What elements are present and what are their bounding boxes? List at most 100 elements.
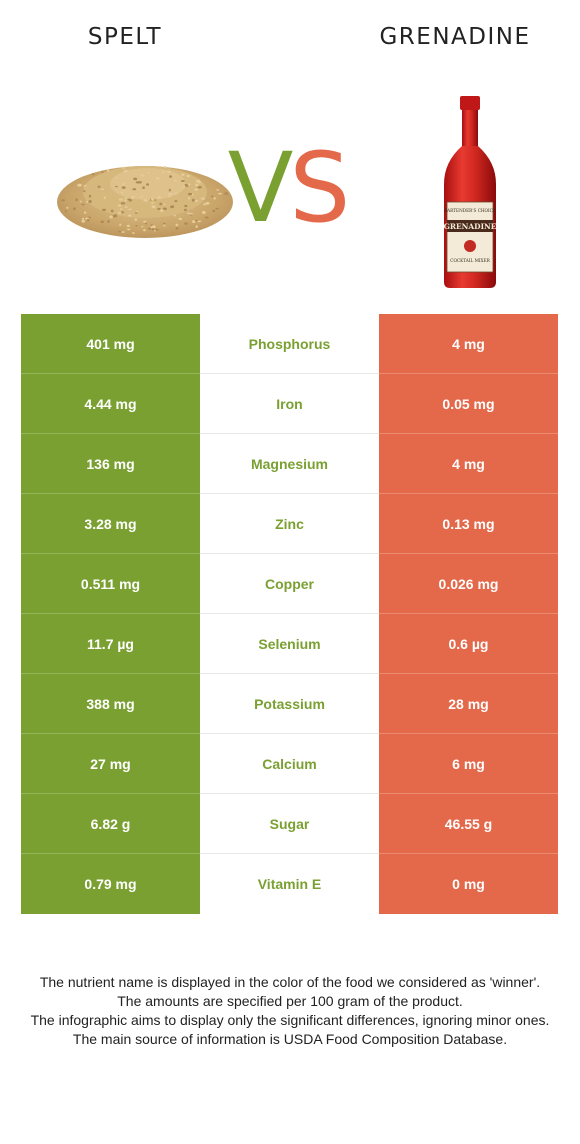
- grain-speck: [215, 207, 219, 210]
- table-row: 6.82 g Sugar 46.55 g: [21, 794, 558, 854]
- grain-speck: [118, 211, 121, 215]
- grain-speck: [75, 198, 78, 202]
- grain-speck: [224, 192, 229, 195]
- grain-speck: [203, 203, 207, 206]
- grain-speck: [195, 184, 199, 187]
- grain-speck: [123, 169, 128, 173]
- grain-speck: [112, 214, 118, 218]
- grain-speck: [143, 228, 146, 232]
- grain-speck: [218, 192, 223, 195]
- grain-speck: [135, 225, 138, 227]
- spelt-value-cell: 3.28 mg: [21, 494, 200, 554]
- grain-speck: [151, 205, 156, 209]
- grain-speck: [77, 183, 82, 187]
- grain-speck: [97, 185, 101, 188]
- vs-s-letter: S: [289, 132, 350, 244]
- grain-speck: [142, 186, 145, 189]
- grain-speck: [126, 228, 131, 231]
- grenadine-value-cell: 4 mg: [379, 434, 558, 494]
- grain-speck: [115, 185, 118, 188]
- grenadine-value-cell: 28 mg: [379, 674, 558, 734]
- grain-speck: [187, 196, 191, 200]
- table-row: 0.511 mg Copper 0.026 mg: [21, 554, 558, 614]
- grain-speck: [159, 209, 164, 212]
- grain-speck: [134, 218, 138, 221]
- nutrient-name-cell: Iron: [200, 374, 379, 434]
- grain-speck: [192, 220, 196, 224]
- grain-speck: [109, 215, 113, 219]
- footer-note-winner: The nutrient name is displayed in the co…: [39, 974, 541, 990]
- grain-speck: [135, 181, 141, 184]
- grain-speck: [174, 179, 177, 182]
- bottle-label-sub: COCKTAIL MIXER: [450, 258, 490, 263]
- grain-speck: [213, 197, 216, 200]
- grain-speck: [147, 227, 152, 230]
- grain-speck: [155, 228, 159, 231]
- grain-speck: [124, 206, 128, 208]
- grain-speck: [147, 171, 151, 174]
- grain-speck: [170, 205, 173, 209]
- grain-speck: [173, 214, 176, 217]
- grain-speck: [131, 195, 136, 198]
- grain-speck: [81, 203, 85, 206]
- grain-speck: [151, 227, 155, 231]
- grain-speck: [83, 184, 87, 187]
- grain-speck: [205, 201, 210, 205]
- grain-speck: [197, 186, 202, 189]
- grain-speck: [150, 202, 155, 204]
- grain-speck: [64, 210, 68, 213]
- grain-speck: [86, 200, 88, 204]
- grain-speck: [86, 218, 90, 222]
- grain-speck: [162, 222, 166, 225]
- grain-speck: [131, 197, 134, 200]
- grain-speck: [144, 222, 147, 225]
- nutrient-name-cell: Potassium: [200, 674, 379, 734]
- nutrient-name-cell: Vitamin E: [200, 854, 379, 914]
- footer-note-differences: The infographic aims to display only the…: [30, 1012, 550, 1028]
- grain-speck: [151, 225, 156, 229]
- table-row: 27 mg Calcium 6 mg: [21, 734, 558, 794]
- grain-speck: [124, 199, 127, 202]
- grain-speck: [163, 203, 166, 206]
- grain-speck: [175, 223, 179, 227]
- grain-speck: [186, 174, 190, 178]
- grain-speck: [132, 188, 137, 191]
- grain-speck: [187, 212, 190, 215]
- grenadine-value-cell: 0.13 mg: [379, 494, 558, 554]
- food-title-grenadine: GRENADINE: [379, 24, 531, 50]
- grain-speck: [121, 211, 124, 214]
- grain-speck: [126, 224, 130, 227]
- table-row: 11.7 µg Selenium 0.6 µg: [21, 614, 558, 674]
- spelt-value-cell: 388 mg: [21, 674, 200, 734]
- spelt-value-cell: 0.511 mg: [21, 554, 200, 614]
- grain-speck: [153, 230, 157, 232]
- grain-speck: [131, 232, 135, 234]
- grain-speck: [184, 183, 187, 186]
- grain-speck: [88, 194, 92, 198]
- grain-speck: [119, 208, 123, 210]
- nutrient-name-cell: Calcium: [200, 734, 379, 794]
- grain-speck: [120, 202, 126, 205]
- grain-speck: [121, 166, 126, 169]
- grain-speck: [189, 213, 194, 215]
- footer-notes: The nutrient name is displayed in the co…: [20, 973, 560, 1049]
- grain-speck: [133, 177, 138, 181]
- footer-note-source: The main source of information is USDA F…: [72, 1031, 508, 1047]
- grain-speck: [195, 225, 198, 228]
- grain-speck: [100, 188, 105, 191]
- grain-speck: [175, 227, 179, 230]
- grain-speck: [102, 208, 106, 211]
- grain-speck: [81, 217, 85, 220]
- grain-speck: [163, 166, 166, 169]
- grain-speck: [121, 231, 125, 233]
- grain-speck: [128, 208, 132, 211]
- spelt-value-cell: 4.44 mg: [21, 374, 200, 434]
- grain-speck: [212, 209, 216, 212]
- grain-speck: [101, 171, 104, 173]
- table-row: 401 mg Phosphorus 4 mg: [21, 314, 558, 374]
- grain-speck: [178, 217, 183, 220]
- grain-speck: [159, 202, 163, 206]
- nutrient-name-cell: Zinc: [200, 494, 379, 554]
- spelt-value-cell: 401 mg: [21, 314, 200, 374]
